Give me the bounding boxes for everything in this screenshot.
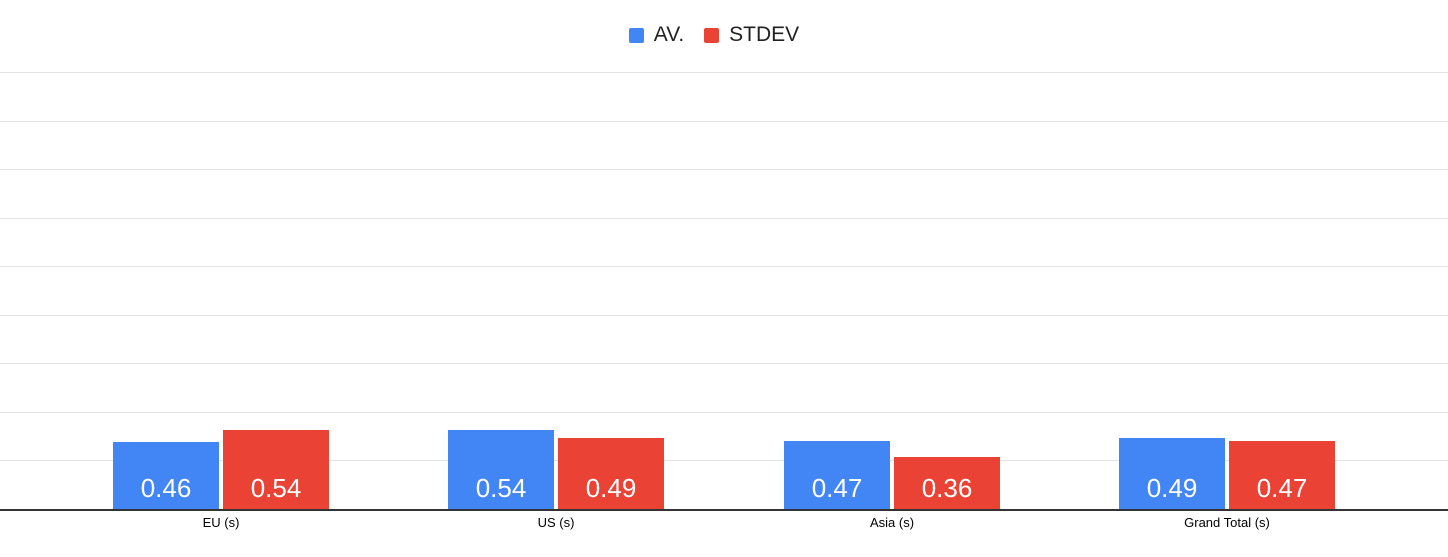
gridline xyxy=(0,412,1448,413)
legend-item-av[interactable]: AV. xyxy=(628,23,685,46)
category-label-us-s: US (s) xyxy=(537,515,575,530)
legend-label-av: AV. xyxy=(653,23,685,46)
bar-stdev-grand-total-s[interactable]: 0.47 xyxy=(1229,441,1335,509)
x-axis-labels: EU (s) US (s) Asia (s) Grand Total (s) xyxy=(0,515,1448,535)
legend-swatch-av-icon xyxy=(628,27,644,43)
bar-av-asia-s[interactable]: 0.47 xyxy=(784,441,890,509)
bar-av-grand-total-s[interactable]: 0.49 xyxy=(1119,438,1225,509)
bar-av-eu-s[interactable]: 0.46 xyxy=(113,442,219,509)
gridline xyxy=(0,72,1448,73)
gridline xyxy=(0,121,1448,122)
bar-value-label: 0.46 xyxy=(140,473,192,503)
bar-value-label: 0.54 xyxy=(250,473,302,503)
gridline xyxy=(0,315,1448,316)
bar-value-label: 0.47 xyxy=(1256,473,1308,503)
bar-av-us-s[interactable]: 0.54 xyxy=(448,430,554,509)
bar-value-label: 0.49 xyxy=(585,473,637,503)
category-label-grand-total-s: Grand Total (s) xyxy=(1184,515,1270,530)
legend-item-stdev[interactable]: STDEV xyxy=(704,24,799,46)
bar-value-label: 0.54 xyxy=(475,473,527,503)
plot-area: 0.46 0.54 0.54 0.49 0.47 0.36 0.49 0.47 xyxy=(0,72,1448,511)
bar-stdev-eu-s[interactable]: 0.54 xyxy=(223,430,329,509)
category-label-eu-s: EU (s) xyxy=(202,515,240,530)
bar-value-label: 0.49 xyxy=(1146,473,1198,503)
gridline xyxy=(0,266,1448,267)
gridline xyxy=(0,460,1448,461)
legend-label-stdev: STDEV xyxy=(729,23,800,46)
legend-swatch-stdev-icon xyxy=(704,27,720,43)
legend: AV. STDEV xyxy=(0,24,1428,46)
category-label-asia-s: Asia (s) xyxy=(869,515,915,530)
bar-stdev-asia-s[interactable]: 0.36 xyxy=(894,457,1000,509)
bar-value-label: 0.36 xyxy=(921,473,973,503)
gridline xyxy=(0,363,1448,364)
gridline xyxy=(0,218,1448,219)
gridline xyxy=(0,169,1448,170)
bar-stdev-us-s[interactable]: 0.49 xyxy=(558,438,664,509)
bar-value-label: 0.47 xyxy=(811,473,863,503)
